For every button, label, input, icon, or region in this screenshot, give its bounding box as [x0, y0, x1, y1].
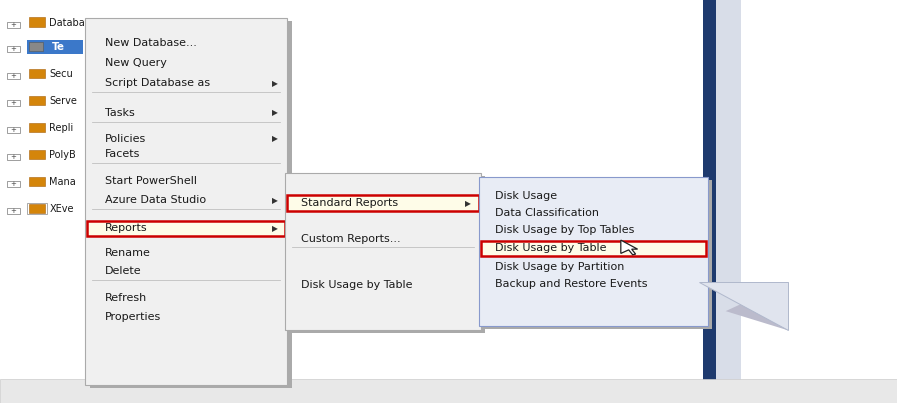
Bar	[29, 123, 45, 132]
Text: Te: Te	[52, 42, 65, 52]
Text: New Query: New Query	[105, 58, 167, 68]
Bar	[285, 173, 481, 330]
Text: Backup and Restore Events: Backup and Restore Events	[495, 278, 648, 289]
Bar	[7, 100, 20, 106]
Bar	[29, 204, 45, 213]
Bar	[87, 221, 285, 236]
Text: XEve: XEve	[49, 204, 74, 214]
Text: Disk Usage: Disk Usage	[495, 191, 557, 201]
Polygon shape	[699, 282, 788, 330]
Text: Script Database as: Script Database as	[105, 78, 210, 88]
Bar	[7, 181, 20, 187]
Bar	[29, 69, 45, 78]
Text: Facets: Facets	[105, 149, 140, 159]
Text: ▶: ▶	[466, 199, 471, 208]
Text: Mana: Mana	[49, 177, 76, 187]
Bar	[716, 0, 741, 403]
Bar	[0, 0, 85, 403]
Text: ▶: ▶	[272, 134, 277, 143]
Text: New Database...: New Database...	[105, 38, 196, 48]
Text: Standard Reports: Standard Reports	[301, 198, 398, 208]
Bar	[0, 379, 897, 403]
Text: Data Classification: Data Classification	[495, 208, 599, 218]
Polygon shape	[726, 282, 788, 330]
Text: Azure Data Studio: Azure Data Studio	[105, 195, 206, 205]
Text: Refresh: Refresh	[105, 293, 147, 303]
Bar	[29, 96, 45, 105]
Text: Custom Reports...: Custom Reports...	[301, 233, 401, 243]
Bar	[479, 177, 708, 326]
Bar	[29, 42, 43, 51]
Text: Repli: Repli	[49, 123, 74, 133]
Text: Disk Usage by Partition: Disk Usage by Partition	[495, 262, 624, 272]
Bar	[27, 203, 47, 214]
Text: Disk Usage by Top Tables: Disk Usage by Top Tables	[495, 225, 634, 235]
Bar	[7, 154, 20, 160]
Text: +: +	[11, 46, 16, 52]
Text: Properties: Properties	[105, 312, 161, 322]
Bar	[7, 127, 20, 133]
Bar	[27, 40, 83, 54]
Bar	[290, 176, 485, 333]
Text: Delete: Delete	[105, 266, 142, 276]
Bar	[483, 180, 712, 329]
Bar	[29, 17, 45, 27]
Text: Serve: Serve	[49, 96, 77, 106]
Text: +: +	[11, 22, 16, 28]
Text: +: +	[11, 73, 16, 79]
Text: Policies: Policies	[105, 133, 146, 143]
Text: ▶: ▶	[272, 108, 277, 117]
Bar	[7, 208, 20, 214]
Text: Secu: Secu	[49, 69, 73, 79]
Bar	[90, 21, 292, 388]
Text: Disk Usage by Table: Disk Usage by Table	[301, 280, 413, 290]
Text: Reports: Reports	[105, 223, 148, 233]
Bar	[29, 150, 45, 159]
Bar	[481, 241, 706, 256]
Text: ▶: ▶	[272, 79, 277, 88]
Text: Database Snapshots: Database Snapshots	[49, 18, 150, 28]
Text: ▶: ▶	[272, 224, 277, 233]
Text: +: +	[11, 154, 16, 160]
Text: PolyB: PolyB	[49, 150, 76, 160]
Text: ▶: ▶	[272, 196, 277, 205]
Text: +: +	[11, 208, 16, 214]
Text: +: +	[11, 100, 16, 106]
Bar	[7, 73, 20, 79]
Bar	[7, 22, 20, 28]
Bar	[29, 177, 45, 186]
Bar	[7, 46, 20, 52]
Text: +: +	[11, 181, 16, 187]
Bar	[85, 18, 287, 385]
Polygon shape	[621, 240, 638, 255]
Text: Rename: Rename	[105, 248, 151, 258]
Text: Start PowerShell: Start PowerShell	[105, 176, 197, 186]
Text: +: +	[11, 127, 16, 133]
Text: Tasks: Tasks	[105, 108, 135, 118]
Bar	[287, 195, 479, 211]
Text: Disk Usage by Table: Disk Usage by Table	[495, 243, 606, 253]
Bar	[703, 0, 716, 403]
